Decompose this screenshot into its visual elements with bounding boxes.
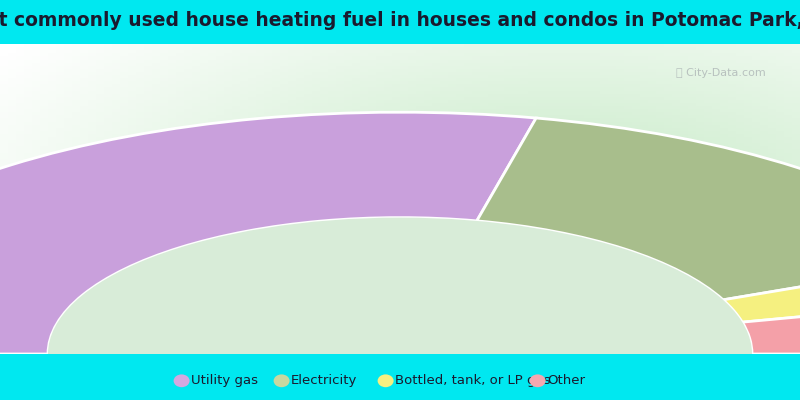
Text: ⓘ City-Data.com: ⓘ City-Data.com [676, 68, 766, 78]
Text: Electricity: Electricity [291, 374, 358, 387]
Text: Bottled, tank, or LP gas: Bottled, tank, or LP gas [395, 374, 550, 387]
Wedge shape [723, 258, 800, 322]
Text: Other: Other [547, 374, 585, 387]
Text: Utility gas: Utility gas [191, 374, 258, 387]
Wedge shape [477, 118, 800, 300]
Wedge shape [0, 112, 536, 354]
Wedge shape [742, 298, 800, 354]
Text: Most commonly used house heating fuel in houses and condos in Potomac Park, MD: Most commonly used house heating fuel in… [0, 11, 800, 30]
Bar [0, 348, 800, 354]
Circle shape [48, 218, 752, 400]
